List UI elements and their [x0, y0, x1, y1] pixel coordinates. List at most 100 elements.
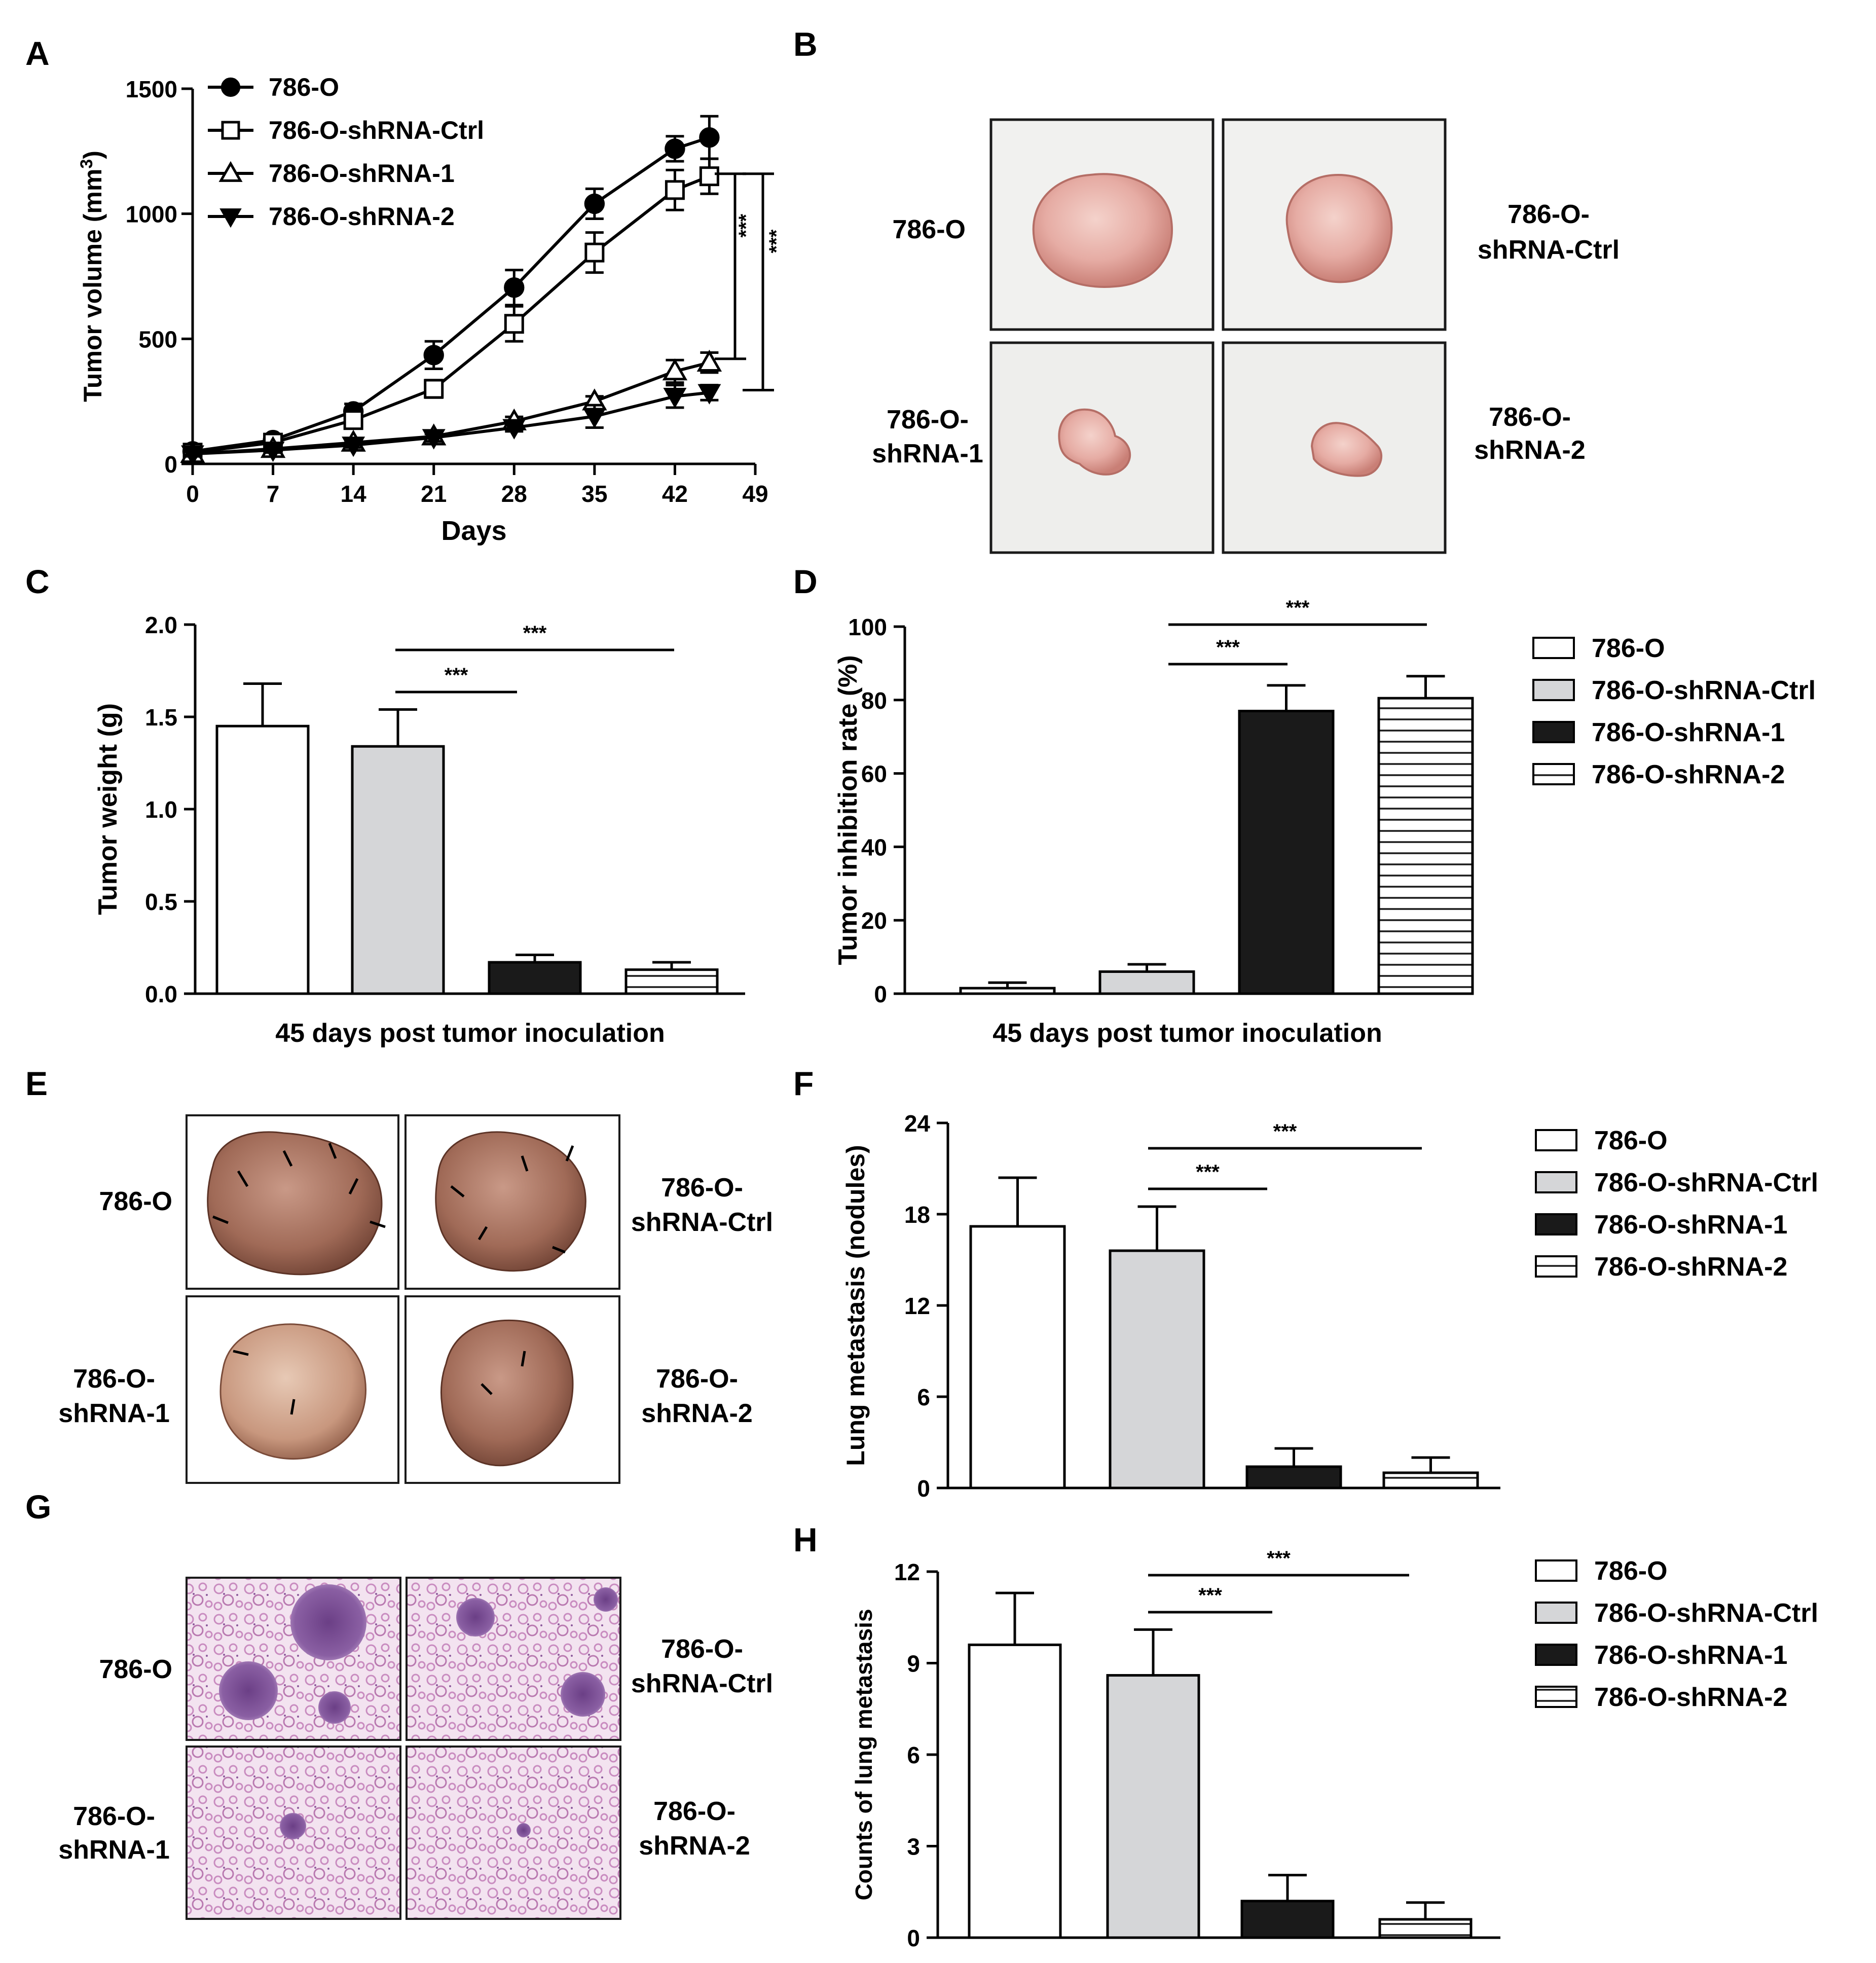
y-tick-label: 18: [904, 1202, 930, 1228]
bar-786-o-shrna-ctrl: [1109, 1249, 1205, 1489]
marker-triangle-down: [261, 442, 285, 462]
metastasis-nodule: [318, 1691, 351, 1724]
caption-g-tr-2: shRNA-Ctrl: [631, 1669, 773, 1698]
series-line-786-o-shrna-ctrl: [192, 174, 710, 454]
legend-swatch: [1535, 1686, 1577, 1708]
marker-square: [504, 314, 524, 334]
y-tick-label: 12: [904, 1293, 930, 1319]
marker-triangle-down: [582, 408, 606, 428]
y-tick-label: 3: [907, 1834, 920, 1860]
legend-label: 786-O-shRNA-Ctrl: [1594, 1168, 1818, 1197]
bar-786-o: [215, 724, 310, 995]
bar-786-o-shrna-ctrl: [1098, 970, 1195, 995]
caption-g-br-1: 786-O-: [653, 1797, 735, 1826]
marker-square: [584, 242, 605, 263]
marker-triangle-down: [502, 419, 526, 440]
y-tick-label: 12: [894, 1559, 920, 1585]
caption-b-tr-1: 786-O-: [1507, 200, 1590, 229]
legend-swatch: [1535, 1559, 1577, 1582]
legend-swatch: [1535, 1255, 1577, 1278]
lung-786-o-shrna-2: [440, 1319, 574, 1467]
bar-786-o-shrna-1: [1240, 1900, 1335, 1939]
x-tick-label: 28: [501, 481, 527, 507]
marker-triangle-up: [696, 349, 722, 372]
legend-swatch: [1535, 1602, 1577, 1624]
bar-786-o: [969, 1225, 1066, 1489]
metastasis-nodule: [280, 1813, 306, 1839]
legend-label: 786-O-shRNA-1: [1594, 1210, 1787, 1240]
x-tick-label: 35: [581, 481, 607, 507]
y-axis-label: Lung metastasis (nodules): [841, 1145, 870, 1466]
caption-b-bl-2: shRNA-1: [872, 439, 983, 468]
caption-b-bl-1: 786-O-: [887, 405, 969, 434]
caption-g-tl: 786-O: [99, 1655, 172, 1684]
panel-label-f: F: [793, 1065, 814, 1102]
significance-stars: ***: [735, 213, 757, 237]
caption-e-br-2: shRNA-2: [641, 1399, 753, 1428]
bar-786-o-shrna-ctrl: [1106, 1674, 1200, 1939]
y-tick-label: 20: [861, 907, 887, 934]
bar-786-o-shrna-1: [488, 961, 582, 995]
x-tick-label: 0: [186, 481, 199, 507]
legend-label: 786-O: [1592, 634, 1665, 663]
caption-e-tr-2: shRNA-Ctrl: [631, 1208, 773, 1237]
marker-square: [424, 379, 444, 399]
marker-triangle-down: [697, 384, 721, 405]
tumor-786-o-shrna-2: [1310, 422, 1383, 477]
y-tick-label: 100: [848, 614, 887, 640]
caption-b-tl: 786-O: [892, 215, 966, 244]
bar-786-o-shrna-2: [1378, 1918, 1473, 1939]
caption-e-bl-2: shRNA-1: [58, 1399, 170, 1428]
y-tick-label: 1.5: [145, 704, 177, 731]
metastasis-nodule: [290, 1584, 366, 1660]
caption-g-bl-1: 786-O-: [73, 1802, 155, 1831]
marker-triangle-down: [422, 429, 446, 450]
marker-square: [343, 410, 363, 430]
caption-b-br-2: shRNA-2: [1474, 435, 1586, 465]
marker-circle: [699, 127, 720, 148]
caption-e-tr-1: 786-O-: [661, 1173, 743, 1203]
chart-h-counts-lung-metastasis: 0 3 6 9 12 Counts of lung metastasis *** *** 786…: [851, 1547, 1818, 1951]
chart-a-tumor-volume: 0 500 1000 1500 0 7 14 21 28 35 42 49 Days Tumor volu…: [77, 73, 788, 546]
legend-label: 786-O-shRNA-1: [269, 159, 455, 188]
legend-label: 786-O-shRNA-Ctrl: [1592, 676, 1816, 705]
y-axis-label: Tumor volume (mm3): [77, 151, 107, 402]
panel-label-d: D: [793, 563, 818, 600]
x-axis-label: 45 days post tumor inoculation: [992, 1019, 1382, 1048]
caption-e-br-1: 786-O-: [656, 1364, 738, 1394]
legend-swatch: [1532, 637, 1575, 659]
lung-786-o: [207, 1131, 383, 1276]
marker-circle: [665, 138, 685, 159]
legend-label: 786-O-shRNA-1: [1592, 718, 1785, 747]
legend-swatch: [1535, 1129, 1577, 1151]
series-line-786-o-shrna-2: [192, 391, 710, 456]
panel-label-c: C: [25, 563, 50, 600]
significance-stars: ***: [1273, 1120, 1297, 1143]
x-tick-label: 42: [662, 481, 688, 507]
legend-label: 786-O-shRNA-2: [1594, 1252, 1787, 1282]
significance-stars: ***: [1216, 636, 1240, 659]
panel-label-a: A: [25, 34, 50, 72]
bar-786-o-shrna-1: [1238, 710, 1335, 995]
marker-triangle-up: [218, 161, 243, 182]
legend-label: 786-O-shRNA-Ctrl: [269, 116, 484, 144]
bar-786-o-shrna-1: [1245, 1465, 1342, 1489]
panel-label-g: G: [25, 1488, 51, 1525]
bar-786-o-shrna-2: [624, 968, 719, 995]
y-tick-label: 6: [917, 1384, 930, 1410]
y-tick-label: 24: [904, 1110, 931, 1137]
tumor-786-o: [1032, 173, 1173, 288]
marker-triangle-down: [181, 445, 204, 466]
x-axis-label: 45 days post tumor inoculation: [275, 1019, 665, 1048]
bar-786-o-shrna-2: [1382, 1471, 1479, 1489]
lung-786-o-shrna-ctrl: [435, 1131, 586, 1272]
metastasis-nodule: [561, 1672, 605, 1717]
caption-b-tr-2: shRNA-Ctrl: [1478, 235, 1620, 265]
caption-b-br-1: 786-O-: [1489, 403, 1571, 432]
legend-swatch: [1535, 1213, 1577, 1235]
chart-f-lung-metastasis: 0 6 12 18 24 Lung metastasis (nodules) *** *** 7…: [841, 1110, 1818, 1502]
significance-stars: ***: [1196, 1161, 1220, 1183]
y-tick-label: 6: [907, 1742, 920, 1768]
marker-triangle-down: [342, 437, 365, 457]
